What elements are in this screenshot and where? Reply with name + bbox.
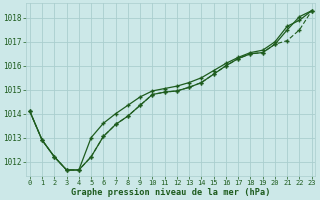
X-axis label: Graphe pression niveau de la mer (hPa): Graphe pression niveau de la mer (hPa): [71, 188, 270, 197]
